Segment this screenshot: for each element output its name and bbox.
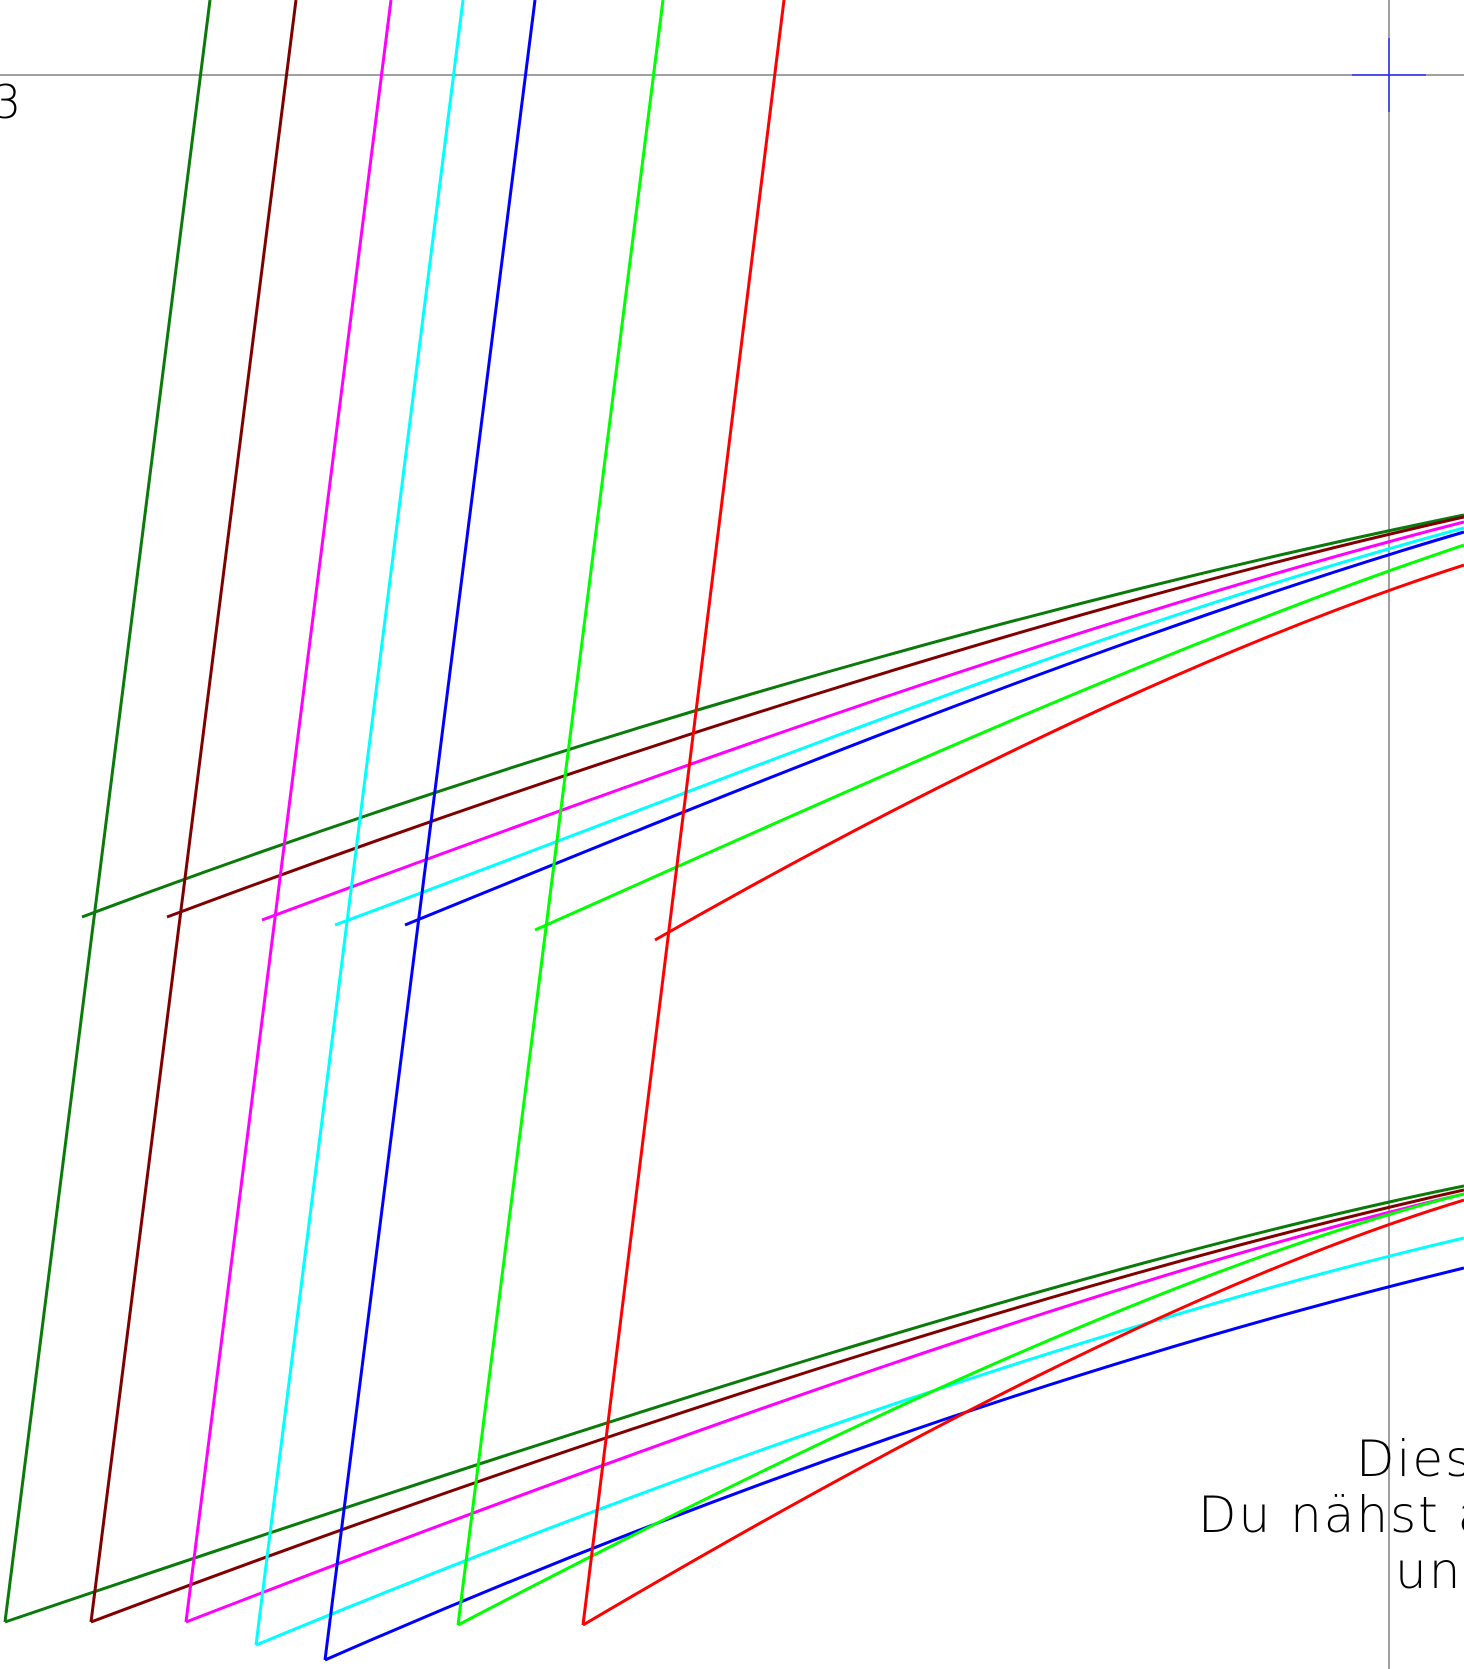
lower-curve-green-light (457, 1192, 1464, 1627)
side-line-green-dark (3, 0, 212, 1623)
crosshair-marker (1352, 38, 1426, 112)
side-line-blue (323, 0, 537, 1661)
upper-curve-green-light (534, 543, 1464, 932)
lower-curve-green-dark (4, 1184, 1464, 1624)
lower-curve-blue (324, 1266, 1464, 1662)
corner-label: 3 (0, 75, 23, 129)
pattern-size-cyan (254, 0, 1464, 1647)
pattern-size-green-dark (3, 0, 1464, 1624)
upper-curve-maroon (166, 515, 1464, 919)
pattern-size-magenta (184, 0, 1464, 1624)
upper-curve-cyan (334, 526, 1464, 927)
pattern-pieces (3, 0, 1464, 1662)
lower-curve-red (582, 1198, 1464, 1627)
note-line-2: Du nähst a (1198, 1486, 1464, 1544)
pattern-size-red (581, 0, 1464, 1627)
side-line-maroon (89, 0, 298, 1623)
side-line-green-light (456, 0, 665, 1626)
pattern-size-maroon (89, 0, 1464, 1624)
side-line-red (581, 0, 786, 1626)
upper-curve-magenta (261, 520, 1464, 922)
pattern-size-blue (323, 0, 1464, 1662)
lower-curve-maroon (90, 1188, 1464, 1624)
side-line-cyan (254, 0, 465, 1646)
lower-curve-cyan (255, 1236, 1464, 1647)
note-line-3: und (1395, 1542, 1464, 1600)
upper-curve-blue (404, 530, 1464, 927)
upper-curve-green-dark (81, 513, 1464, 919)
side-line-magenta (184, 0, 393, 1623)
upper-curve-red (654, 563, 1464, 942)
note-line-1: Dies (1356, 1430, 1464, 1488)
lower-curve-magenta (185, 1192, 1464, 1624)
pattern-size-green-light (456, 0, 1464, 1627)
